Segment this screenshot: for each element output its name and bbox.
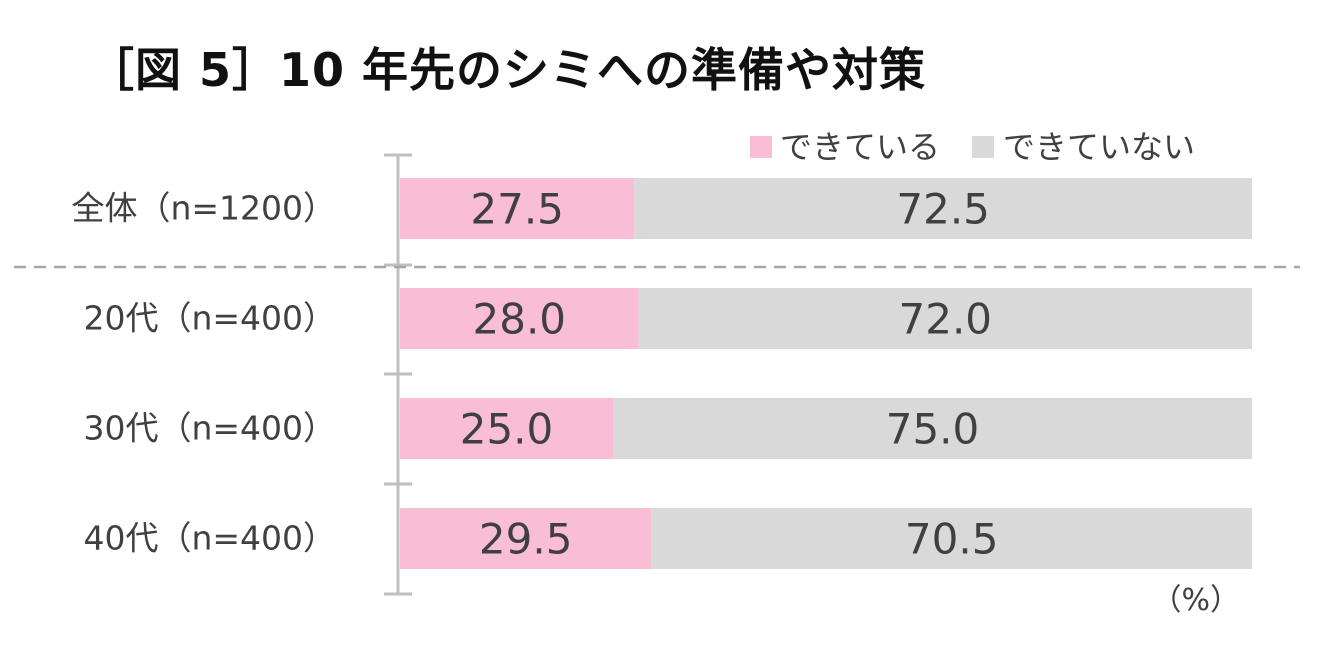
data-label: 25.0 (460, 405, 554, 454)
data-label: 70.5 (905, 515, 999, 564)
data-label: 72.0 (899, 295, 993, 344)
category-labels: 全体（n=1200） 20代（n=400） 30代（n=400） 40代（n=400） (71, 189, 336, 558)
legend-swatch (972, 136, 994, 158)
category-label: 全体（n=1200） (71, 189, 336, 228)
bar-segment (400, 508, 652, 569)
data-label: 75.0 (886, 405, 980, 454)
category-label: 40代（n=400） (83, 519, 336, 558)
unit-label: （%） (1151, 583, 1240, 618)
legend: できている できていない (750, 128, 1195, 166)
bar-segment (400, 398, 613, 459)
data-label: 27.5 (470, 185, 564, 234)
bar-segment (634, 178, 1252, 239)
bar-segment (638, 288, 1252, 349)
bar-segment (613, 398, 1252, 459)
category-axis (14, 153, 1300, 596)
bar-segment (651, 508, 1252, 569)
bar-segment (400, 178, 635, 239)
page-title: ［図 5］10 年先のシミへの準備や対策 (88, 43, 927, 97)
legend-label: できている (780, 128, 940, 166)
category-label: 30代（n=400） (83, 409, 336, 448)
legend-swatch (750, 136, 772, 158)
data-label: 29.5 (479, 515, 573, 564)
data-label: 28.0 (473, 295, 567, 344)
category-label: 20代（n=400） (83, 299, 336, 338)
bar-segment (400, 288, 639, 349)
legend-label: できていない (1003, 128, 1195, 166)
bars: 27.5 72.5 28.0 72.0 25.0 75.0 29.5 70.5 (400, 178, 1252, 569)
data-label: 72.5 (896, 185, 990, 234)
